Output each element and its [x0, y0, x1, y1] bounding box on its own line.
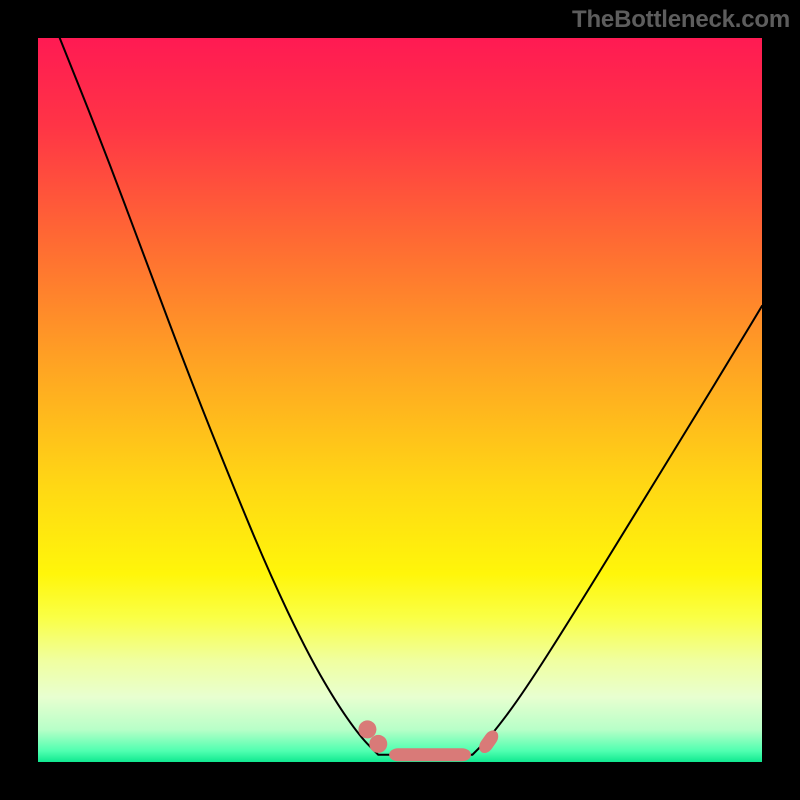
plot-container — [38, 38, 762, 762]
curve-marker — [358, 720, 376, 738]
curve-marker — [389, 748, 471, 761]
gradient-background — [38, 38, 762, 762]
plot-svg — [38, 38, 762, 762]
watermark-text: TheBottleneck.com — [572, 6, 790, 34]
curve-marker — [369, 735, 387, 753]
